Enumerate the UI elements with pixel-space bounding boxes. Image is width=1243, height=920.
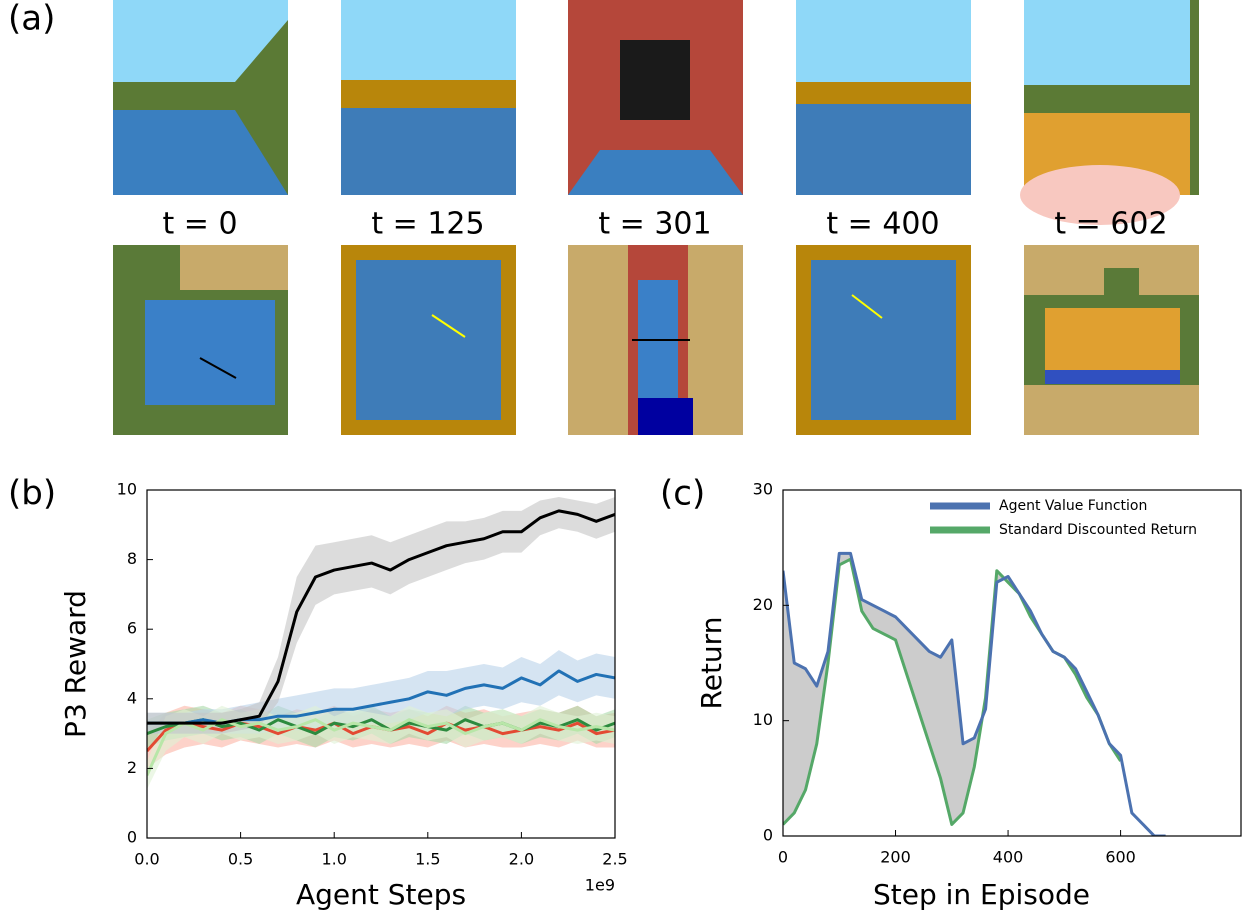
y-tick-label: 10 [117, 480, 137, 499]
view-image [1020, 0, 1199, 225]
view-image [113, 0, 288, 195]
fill-between [783, 553, 1121, 825]
x-tick-label: 200 [880, 848, 911, 867]
map-image [1024, 245, 1199, 435]
x-tick-label: 1.0 [321, 850, 346, 869]
time-label: t = 0 [162, 207, 237, 242]
plot-content [783, 551, 1166, 836]
y-axis-label: Return [695, 617, 728, 710]
y-tick-label: 20 [753, 595, 773, 614]
x-tick-label: 2.5 [602, 850, 627, 869]
panel-label: (a) [8, 0, 55, 39]
series-line [147, 718, 615, 776]
view-image [796, 0, 971, 195]
y-tick-label: 6 [127, 619, 137, 638]
x-tick-label: 400 [993, 848, 1024, 867]
x-tick-label: 600 [1105, 848, 1136, 867]
map-image [796, 245, 971, 435]
map-image [341, 245, 516, 435]
plot-content [147, 496, 615, 790]
time-label: t = 602 [1054, 207, 1167, 242]
plot-area [147, 496, 615, 790]
y-tick-label: 0 [763, 826, 773, 845]
plot-area [783, 551, 1166, 836]
first-person-views [113, 0, 1199, 225]
top-down-maps [113, 245, 1199, 435]
series-line [147, 718, 615, 736]
panel-label: (c) [660, 474, 705, 514]
x-tick-label: 0 [778, 848, 788, 867]
axes-frame [146, 489, 616, 839]
time-label: t = 125 [371, 207, 484, 242]
y-tick-label: 2 [127, 758, 137, 777]
y-axis-label: P3 Reward [59, 590, 92, 738]
y-tick-label: 4 [127, 688, 137, 707]
series-line [147, 509, 615, 725]
legend-label: Standard Discounted Return [999, 522, 1197, 538]
x-tick-label: 0.5 [228, 850, 253, 869]
x-tick-label: 1.5 [415, 850, 440, 869]
y-tick-label: 30 [753, 480, 773, 499]
series-line [783, 551, 1166, 836]
map-image [113, 245, 288, 435]
time-label: t = 301 [598, 207, 711, 242]
axes-frame [782, 489, 1242, 837]
x-tick-label: 0.0 [134, 850, 159, 869]
y-tick-label: 0 [127, 828, 137, 847]
map-image [568, 245, 743, 435]
y-tick-label: 8 [127, 549, 137, 568]
x-axis-label: Agent Steps [296, 878, 466, 911]
time-label: t = 400 [826, 207, 939, 242]
view-image [341, 0, 516, 195]
x-axis-label: Step in Episode [873, 878, 1090, 911]
confidence-band [147, 496, 615, 734]
view-image [568, 0, 743, 195]
legend-label: Agent Value Function [999, 498, 1147, 514]
x-tick-label: 2.0 [509, 850, 534, 869]
panel-label: (b) [8, 474, 56, 514]
x-offset-label: 1e9 [585, 876, 615, 895]
y-tick-label: 10 [753, 710, 773, 729]
